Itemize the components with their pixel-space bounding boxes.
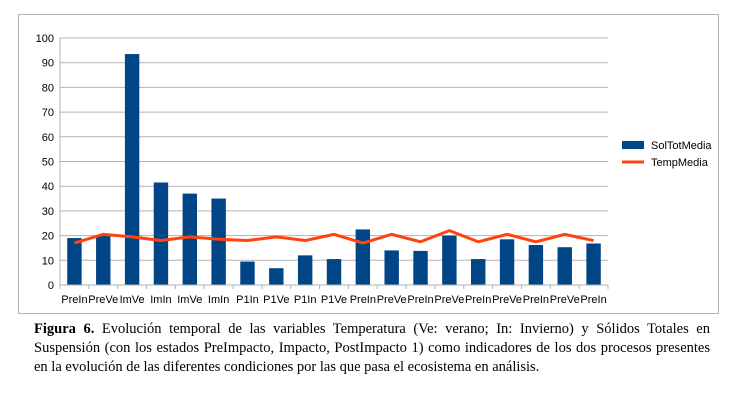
x-tick-label: P1Ve [321,294,347,306]
legend-swatch-bar [622,141,644,149]
y-tick-label: 20 [42,231,54,243]
x-tick-label: ImVe [177,294,202,306]
x-tick-label: ImIn [208,294,229,306]
y-tick-label: 0 [48,280,54,292]
y-tick-label: 50 [42,157,54,169]
x-tick-label: P1In [294,294,317,306]
y-tick-label: 60 [42,132,54,144]
y-tick-label: 30 [42,206,54,218]
bar [96,235,111,285]
x-tick-label: PreIn [465,294,491,306]
legend-label-line: TempMedia [651,157,709,169]
y-tick-label: 100 [36,33,54,45]
bar [586,243,601,285]
chart-frame: 0 10 20 30 40 50 60 70 80 90 100 PreIn PreVe ImVe ImIn… [18,14,719,314]
bar [269,268,284,285]
x-tick-label: PreVe [377,294,407,306]
bar [384,250,399,285]
x-tick-label: PreIn [350,294,376,306]
bar [413,250,428,285]
y-tick-label: 40 [42,181,54,193]
caption-text: Evolución temporal de las variables Temp… [34,321,710,375]
figure-caption: Figura 6. Evolución temporal de las vari… [34,320,710,377]
x-tick-label: PreVe [492,294,522,306]
x-tick-label: PreVe [550,294,580,306]
y-tick-label: 70 [42,107,54,119]
caption-prefix: Figura 6. [34,321,95,337]
bar [471,259,486,285]
x-tick-label: PreVe [434,294,464,306]
bar [355,229,371,285]
bar [297,255,313,285]
x-tick-label: PreIn [523,294,549,306]
bar [557,247,572,285]
x-tick-label: P1Ve [263,294,289,306]
bar [240,261,255,285]
x-tick-label: ImIn [150,294,171,306]
x-tick-label: PreIn [580,294,606,306]
x-tick-label: PreIn [61,294,87,306]
y-tick-label: 80 [42,82,54,94]
legend-label-bar: SolTotMedia [651,140,712,152]
bar [124,54,140,286]
y-tick-label: 90 [42,58,54,70]
bar [528,244,544,285]
y-tick-label: 10 [42,255,54,267]
bar [182,193,197,285]
x-tick-label: PreIn [407,294,433,306]
bar [442,235,457,285]
bar [153,182,169,285]
x-tick-label: P1In [236,294,259,306]
bar [326,259,342,285]
x-tick-label: PreVe [88,294,118,306]
bar [67,238,82,285]
x-tick-label: ImVe [120,294,145,306]
bar [499,239,515,285]
bar [211,198,226,285]
temp-line [73,229,594,245]
